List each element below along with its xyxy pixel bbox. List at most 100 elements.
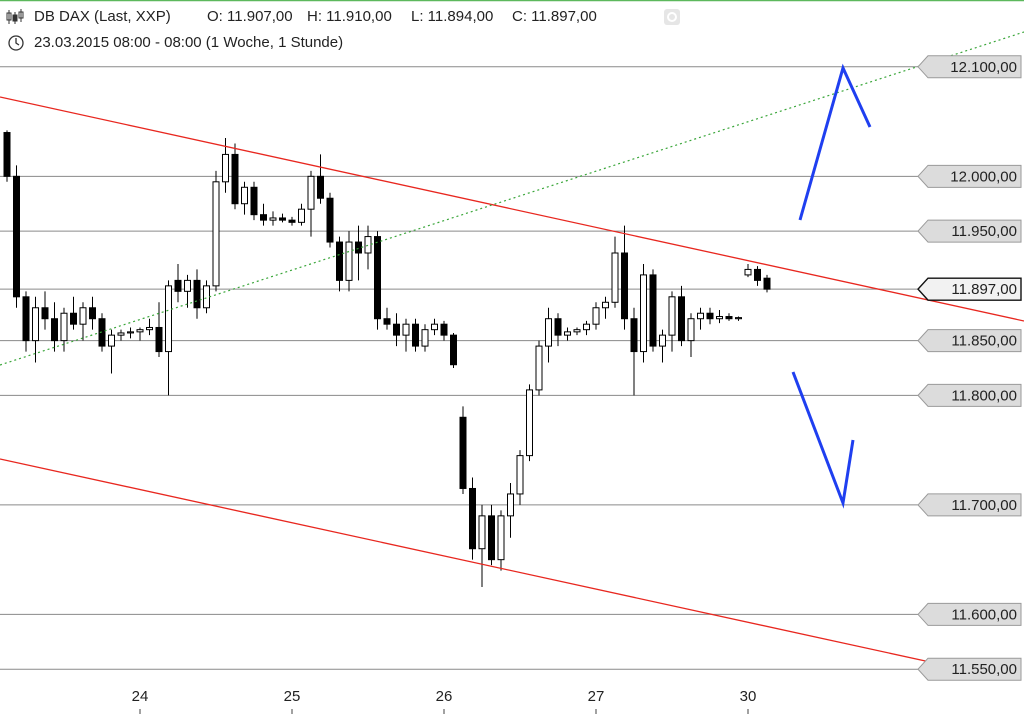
candle-body bbox=[630, 318, 638, 353]
candle-body bbox=[706, 312, 714, 320]
candle-body bbox=[136, 329, 144, 333]
price-tag bbox=[917, 277, 1022, 301]
trend-line bbox=[0, 458, 931, 663]
candle-body bbox=[364, 236, 372, 254]
candle-body bbox=[754, 268, 761, 281]
candle-body bbox=[260, 214, 267, 221]
candle-body bbox=[583, 323, 590, 331]
candle-body bbox=[602, 301, 609, 309]
candle-body bbox=[117, 332, 125, 336]
candle-body bbox=[288, 219, 296, 223]
candle-body bbox=[450, 334, 457, 366]
candle-body bbox=[611, 252, 619, 303]
candle-body bbox=[687, 318, 695, 342]
candle-body bbox=[203, 285, 210, 309]
candle-body bbox=[459, 416, 467, 489]
y-tick-label: 12.000,00 bbox=[950, 168, 1017, 185]
candle-body bbox=[155, 326, 163, 353]
candle-body bbox=[431, 323, 438, 331]
candle-body bbox=[469, 487, 476, 550]
candle-body bbox=[41, 307, 49, 320]
candle-body bbox=[621, 252, 628, 320]
x-tick-label: 25 bbox=[284, 688, 301, 705]
candle-body bbox=[763, 277, 771, 290]
x-tick-label: 26 bbox=[436, 688, 453, 705]
candle-icon bbox=[6, 9, 24, 24]
candle-body bbox=[393, 323, 400, 336]
candle-body bbox=[326, 197, 334, 243]
price-tag bbox=[917, 493, 1022, 517]
candle-body bbox=[22, 296, 30, 342]
y-tick-label: 11.897,00 bbox=[951, 281, 1017, 298]
price-tag bbox=[917, 164, 1022, 188]
candle-body bbox=[336, 241, 343, 281]
y-tick-label: 11.850,00 bbox=[951, 333, 1017, 350]
candle-body bbox=[184, 279, 191, 292]
y-tick-label: 11.550,00 bbox=[951, 661, 1017, 678]
candle-body bbox=[60, 312, 68, 342]
quote-label: L: 11.894,00 bbox=[411, 8, 493, 25]
candle-body bbox=[98, 318, 106, 347]
candle-body bbox=[659, 334, 666, 347]
candle-body bbox=[440, 323, 448, 336]
candle-body bbox=[174, 279, 182, 292]
candle-body bbox=[127, 331, 134, 334]
candle-body bbox=[231, 153, 239, 205]
candle-body bbox=[108, 334, 115, 347]
candle-body bbox=[725, 316, 733, 320]
candle-body bbox=[497, 515, 505, 561]
x-tick-label: 24 bbox=[132, 688, 149, 705]
candle-body bbox=[89, 307, 96, 320]
candle-body bbox=[564, 331, 571, 336]
candle-body bbox=[668, 296, 676, 336]
candle-body bbox=[421, 329, 429, 347]
price-tag bbox=[917, 219, 1022, 243]
header-bg bbox=[0, 2, 690, 56]
candle-body bbox=[649, 274, 657, 347]
arrow-down bbox=[791, 371, 855, 509]
price-tag bbox=[917, 55, 1022, 79]
candle-body bbox=[317, 175, 324, 199]
candle-body bbox=[269, 217, 277, 221]
candle-body bbox=[79, 307, 87, 325]
candle-body bbox=[678, 296, 685, 342]
candle-body bbox=[13, 175, 20, 298]
x-tick-label: 27 bbox=[588, 688, 605, 705]
candle-body bbox=[345, 241, 353, 281]
y-tick-label: 11.800,00 bbox=[951, 387, 1017, 404]
candle-body bbox=[526, 389, 533, 457]
chart-title: DB DAX (Last, XXP) bbox=[34, 8, 171, 25]
clock-icon bbox=[8, 35, 24, 51]
price-tag bbox=[917, 602, 1022, 626]
axis-labels: 12.100,00 12.000,00 11.950,00 11.897,00 11.8… bbox=[132, 55, 1022, 714]
candle-body bbox=[412, 323, 419, 347]
candle-body bbox=[592, 307, 600, 325]
candle-body bbox=[51, 318, 58, 342]
quote-label: H: 11.910,00 bbox=[307, 8, 392, 25]
candle-body bbox=[744, 268, 752, 276]
x-tick-label: 30 bbox=[740, 688, 757, 705]
trend-line bbox=[0, 96, 1024, 322]
candle-body bbox=[507, 493, 514, 517]
price-tag bbox=[917, 329, 1022, 353]
candle-body bbox=[3, 132, 11, 177]
arrow-up bbox=[798, 63, 872, 221]
candle-body bbox=[573, 329, 581, 333]
candle-body bbox=[697, 312, 704, 320]
candle-body bbox=[402, 323, 410, 336]
candle-body bbox=[279, 217, 286, 221]
candle-body bbox=[516, 455, 524, 495]
price-tag bbox=[917, 383, 1022, 407]
candle-body bbox=[716, 316, 723, 320]
settings-icon[interactable] bbox=[664, 9, 680, 25]
y-tick-label: 11.600,00 bbox=[951, 606, 1017, 623]
chart-subtitle: 23.03.2015 08:00 - 08:00 (1 Woche, 1 Stu… bbox=[34, 34, 343, 51]
candle-body bbox=[250, 186, 258, 216]
y-tick-label: 11.950,00 bbox=[951, 223, 1017, 240]
candle-body bbox=[146, 326, 153, 331]
y-tick-label: 11.700,00 bbox=[951, 497, 1017, 514]
candle-body bbox=[32, 307, 39, 342]
candle-body bbox=[298, 208, 305, 223]
